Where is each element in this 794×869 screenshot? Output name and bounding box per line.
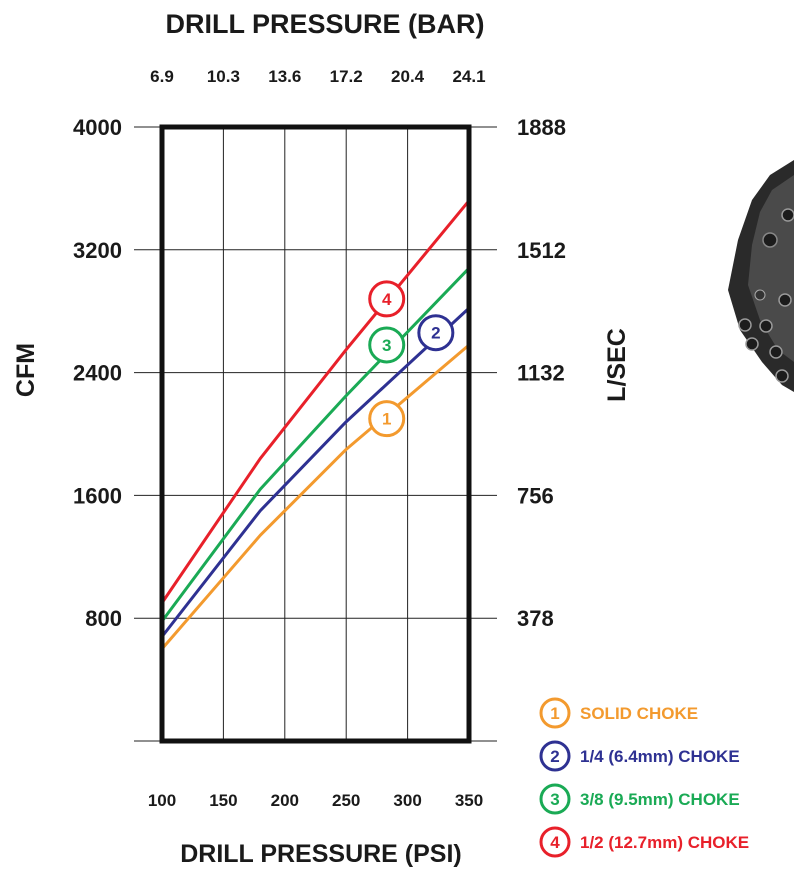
tick-labels: 100 6.9 150 10.3 200 13.6 250 17.2 300 20.4 350 24.… bbox=[73, 67, 566, 810]
x-tick-label: 350 bbox=[455, 791, 483, 810]
x-tick-label: 250 bbox=[332, 791, 360, 810]
legend-marker-label: 1 bbox=[550, 704, 559, 723]
y-tick-label: 1600 bbox=[73, 483, 122, 508]
y-tick-label: 800 bbox=[85, 606, 122, 631]
legend-label: 1/4 (6.4mm) CHOKE bbox=[580, 747, 740, 766]
series-lines bbox=[160, 199, 471, 650]
y-tick-label-right: 756 bbox=[517, 483, 554, 508]
x-tick-label-top: 24.1 bbox=[452, 67, 485, 86]
series-marker-label: 4 bbox=[382, 290, 392, 309]
y-axis-title-left: CFM bbox=[12, 343, 40, 397]
legend-label: 1/2 (12.7mm) CHOKE bbox=[580, 833, 749, 852]
x-tick-label-top: 20.4 bbox=[391, 67, 425, 86]
legend-marker-label: 4 bbox=[550, 833, 560, 852]
legend-marker-label: 2 bbox=[550, 747, 559, 766]
x-tick-label: 100 bbox=[148, 791, 176, 810]
series-line-4 bbox=[160, 199, 471, 604]
legend-marker-3 bbox=[539, 783, 571, 815]
series-marker-4 bbox=[368, 280, 406, 318]
x-tick-label: 150 bbox=[209, 791, 237, 810]
y-tick-label-right: 378 bbox=[517, 606, 554, 631]
y-tick-label-right: 1132 bbox=[517, 361, 565, 386]
x-tick-label: 300 bbox=[393, 791, 421, 810]
series-marker-3 bbox=[368, 326, 406, 364]
drill-bit-image bbox=[728, 160, 794, 392]
series-marker-label: 2 bbox=[431, 324, 440, 343]
series-marker-label: 1 bbox=[382, 410, 391, 429]
top-axis-title: DRILL PRESSURE (BAR) bbox=[165, 9, 484, 39]
legend-marker-1 bbox=[539, 697, 571, 729]
series-marker-label: 3 bbox=[382, 336, 391, 355]
series-line-3 bbox=[160, 267, 471, 623]
legend-marker-2 bbox=[539, 740, 571, 772]
plot-frame bbox=[159, 124, 472, 744]
x-tick-label: 200 bbox=[271, 791, 299, 810]
legend: 1 SOLID CHOKE 2 1/4 (6.4mm) CHOKE 3 3/8 (9.5m… bbox=[539, 697, 749, 858]
y-axis-title-right: L/SEC bbox=[603, 328, 631, 402]
grid bbox=[134, 126, 497, 742]
legend-label: SOLID CHOKE bbox=[580, 704, 698, 723]
series-line-1 bbox=[160, 343, 470, 650]
x-tick-label-top: 17.2 bbox=[330, 67, 363, 86]
legend-marker-label: 3 bbox=[550, 790, 559, 809]
y-tick-label-right: 1888 bbox=[517, 115, 566, 140]
legend-marker-4 bbox=[539, 826, 571, 858]
x-tick-label-top: 10.3 bbox=[207, 67, 240, 86]
y-tick-label: 2400 bbox=[73, 361, 122, 386]
x-tick-label-top: 6.9 bbox=[150, 67, 174, 86]
series-marker-2 bbox=[417, 314, 455, 352]
y-tick-label: 4000 bbox=[73, 115, 122, 140]
x-axis-title: DRILL PRESSURE (PSI) bbox=[180, 840, 462, 868]
series-markers: 1 2 3 4 bbox=[368, 280, 455, 438]
x-tick-label-top: 13.6 bbox=[268, 67, 301, 86]
series-line-2 bbox=[160, 307, 471, 638]
legend-label: 3/8 (9.5mm) CHOKE bbox=[580, 790, 740, 809]
y-tick-label: 3200 bbox=[73, 238, 122, 263]
series-marker-1 bbox=[368, 400, 406, 438]
y-tick-label-right: 1512 bbox=[517, 238, 566, 263]
